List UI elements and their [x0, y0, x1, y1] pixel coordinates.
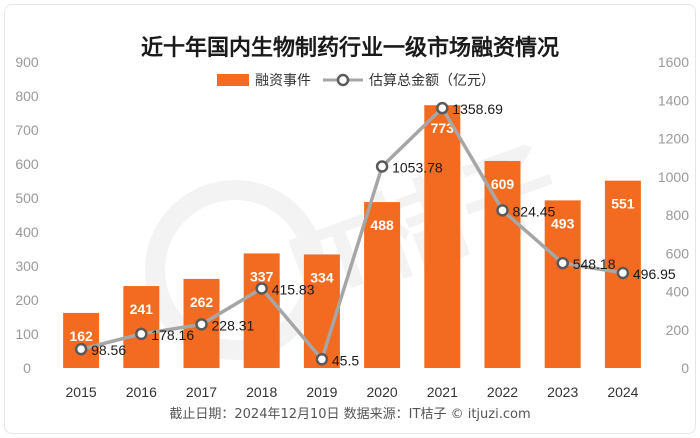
y-right-tick-label: 600 [666, 245, 690, 261]
bar-2015 [63, 312, 100, 368]
y-right-tick-label: 200 [666, 322, 690, 338]
line-point-2018 [255, 282, 268, 295]
bar-value-label: 241 [130, 301, 154, 317]
y-left-tick-label: 500 [15, 190, 39, 206]
y-axis-left: 0 100 200 300 400 500 600 700 800 900 [15, 54, 39, 376]
line-series: 98.56 178.16 228.31 415.83 45.5 1053.78 1358.6… [74, 101, 676, 368]
line-value-label: 45.5 [332, 352, 359, 368]
y-axis-right: 0 200 400 600 800 1000 1200 1400 1600 [658, 54, 689, 376]
bar-2018 [243, 253, 280, 368]
line-value-label: 415.83 [272, 281, 315, 297]
y-left-tick-label: 0 [23, 360, 31, 376]
line-point-2016 [135, 327, 148, 341]
legend-bar-swatch [217, 74, 249, 86]
bar-value-label: 609 [491, 176, 515, 192]
y-left-tick-label: 800 [15, 88, 39, 104]
legend-line-marker [336, 73, 350, 87]
line-point-2023 [556, 256, 569, 270]
line-point-2015 [74, 342, 88, 356]
bar-value-label: 262 [190, 294, 214, 310]
footer-source: 截止日期：2024年12月10日 数据来源：IT桔子 © itjuzi.com [169, 407, 530, 422]
y-left-tick-label: 100 [15, 326, 39, 342]
y-right-tick-label: 1600 [658, 54, 689, 70]
line-value-label: 496.95 [633, 266, 676, 282]
y-left-tick-label: 600 [15, 156, 39, 172]
line-value-label: 1358.69 [452, 101, 503, 117]
x-tick-label: 2016 [126, 384, 157, 400]
line-value-label: 178.16 [151, 327, 194, 343]
line-point-2017 [195, 318, 208, 331]
bar-2016 [123, 286, 160, 368]
bar-2022 [484, 160, 521, 368]
x-tick-label: 2022 [487, 384, 518, 400]
legend: 融资事件 估算总金额（亿元） [217, 73, 495, 89]
line-point-2020 [375, 160, 389, 173]
legend-line-label: 估算总金额（亿元） [369, 73, 495, 89]
y-right-tick-label: 1400 [658, 92, 689, 108]
line-point-2024 [616, 266, 630, 280]
bar-2021 [424, 105, 461, 369]
line-point-2019 [315, 353, 329, 366]
y-right-tick-label: 1200 [658, 131, 689, 147]
bar-value-label: 493 [551, 215, 575, 231]
bar-value-label: 551 [611, 196, 635, 212]
chart-svg: IT桔子 近十年国内生物制药行业一级市场融资情况 融资事件 估算总金额（亿元） … [15, 35, 689, 422]
x-tick-label: 2018 [246, 384, 277, 400]
legend-bar-label: 融资事件 [255, 73, 311, 89]
y-right-tick-label: 400 [666, 284, 690, 300]
bar-value-label: 337 [250, 268, 274, 284]
x-tick-label: 2020 [367, 384, 398, 400]
y-left-tick-label: 200 [15, 292, 39, 308]
y-right-tick-label: 1000 [658, 169, 689, 185]
line-value-label: 548.18 [573, 256, 616, 272]
y-left-tick-label: 700 [15, 122, 39, 138]
y-left-tick-label: 400 [15, 224, 39, 240]
bar-2019 [303, 254, 340, 368]
x-tick-label: 2021 [427, 384, 458, 400]
bar-value-label: 773 [431, 120, 455, 136]
bar-value-label: 162 [69, 328, 93, 344]
line-value-label: 1053.78 [392, 159, 443, 175]
bar-value-label: 334 [310, 269, 334, 285]
line-value-label: 98.56 [91, 342, 126, 358]
bar-2023 [544, 200, 581, 368]
y-left-tick-label: 900 [15, 54, 39, 70]
bar-2020 [364, 202, 401, 368]
x-tick-label: 2024 [607, 384, 638, 400]
line-path [80, 106, 624, 362]
x-axis: 2015 2016 2017 2018 2019 2020 2021 2022 2023 2024 [66, 384, 639, 400]
line-point-2022 [496, 204, 509, 217]
line-value-label: 824.45 [513, 203, 556, 219]
chart-frame: IT桔子 近十年国内生物制药行业一级市场融资情况 融资事件 估算总金额（亿元） … [4, 4, 696, 434]
y-left-tick-label: 300 [15, 258, 39, 274]
bar-series: 162 241 262 337 334 488 773 609 493 551 [63, 105, 641, 369]
x-tick-label: 2023 [547, 384, 578, 400]
bar-value-label: 488 [370, 217, 394, 233]
y-right-tick-label: 0 [681, 360, 689, 376]
x-tick-label: 2015 [66, 384, 97, 400]
x-tick-label: 2017 [186, 384, 217, 400]
chart-title: 近十年国内生物制药行业一级市场融资情况 [141, 35, 559, 61]
x-tick-label: 2019 [306, 384, 337, 400]
line-value-label: 228.31 [212, 317, 255, 333]
line-point-2021 [436, 101, 449, 115]
y-right-tick-label: 800 [666, 207, 690, 223]
